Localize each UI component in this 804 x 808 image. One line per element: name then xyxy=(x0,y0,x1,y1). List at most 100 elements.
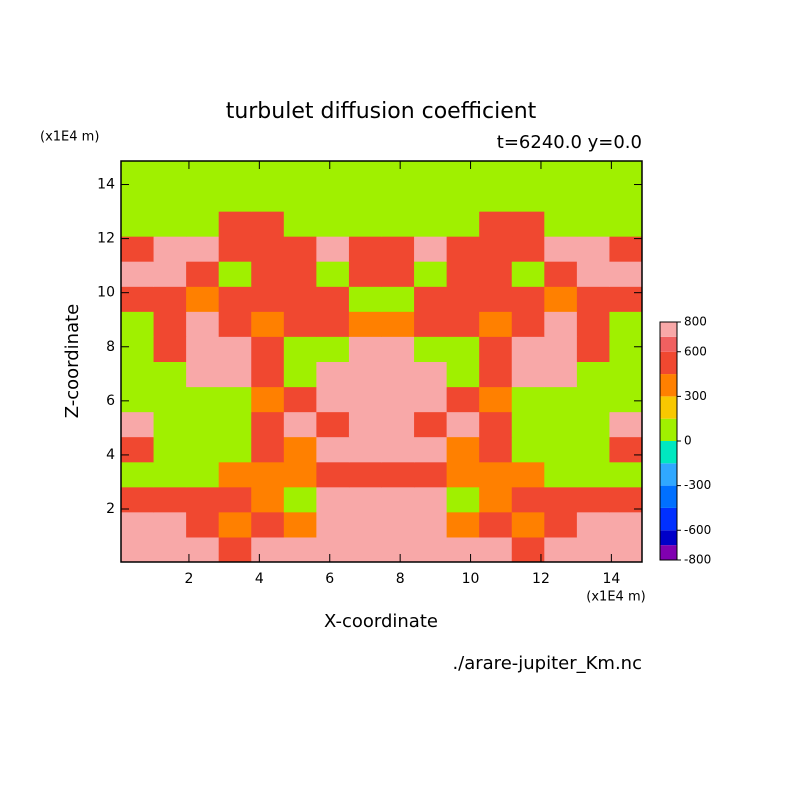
contour-cell xyxy=(479,361,513,388)
contour-cell xyxy=(544,536,578,563)
contour-cell xyxy=(186,211,220,237)
contour-cell xyxy=(153,236,187,262)
y-unit: (x1E4 m) xyxy=(40,130,99,145)
contour-cell xyxy=(576,236,610,262)
contour-cell xyxy=(283,386,317,413)
y-tick-label: 4 xyxy=(106,447,115,463)
contour-cell xyxy=(251,311,285,337)
contour-cell xyxy=(348,511,382,538)
y-tick-label: 8 xyxy=(106,339,115,355)
contour-cell xyxy=(121,461,155,488)
contour-cell xyxy=(283,236,317,262)
x-tick-label: 4 xyxy=(255,571,264,587)
contour-cell xyxy=(316,386,350,413)
contour-cell xyxy=(544,336,578,362)
contour-cell xyxy=(511,336,545,362)
contour-cell xyxy=(414,536,448,563)
contour-cell xyxy=(511,536,545,563)
contour-cell xyxy=(446,211,480,237)
contour-cell xyxy=(218,311,252,337)
colorbar-band xyxy=(660,351,677,375)
contour-cell xyxy=(153,211,187,237)
contour-cell xyxy=(576,461,610,488)
colorbar-band xyxy=(660,463,677,486)
contour-cell xyxy=(446,186,480,212)
contour-cell xyxy=(446,286,480,312)
contour-cell xyxy=(218,486,252,513)
contour-cell xyxy=(218,161,252,187)
contour-cell xyxy=(218,286,252,312)
contour-cell xyxy=(576,386,610,413)
contour-cell xyxy=(348,311,382,337)
contour-cell xyxy=(414,211,448,237)
contour-cell xyxy=(186,486,220,513)
contour-cell xyxy=(609,411,643,438)
contour-cell xyxy=(283,536,317,563)
contour-cell xyxy=(316,411,350,438)
contour-cell xyxy=(251,461,285,488)
contour-cell xyxy=(348,461,382,488)
contour-cell xyxy=(186,511,220,538)
contour-cell xyxy=(381,411,415,438)
chart-title: turbulet diffusion coefficient xyxy=(226,99,537,124)
contour-cell xyxy=(609,261,643,287)
colorbar-band xyxy=(660,441,677,464)
contour-cell xyxy=(316,486,350,513)
contour-cell xyxy=(153,286,187,312)
contour-cell xyxy=(479,461,513,488)
contour-cell xyxy=(348,361,382,388)
contour-cell xyxy=(446,261,480,287)
contour-cell xyxy=(283,411,317,438)
contour-cell xyxy=(283,336,317,362)
contour-cell xyxy=(218,186,252,212)
contour-cell xyxy=(414,311,448,337)
contour-cell xyxy=(446,236,480,262)
contour-cell xyxy=(511,261,545,287)
colorbar-band xyxy=(660,396,677,419)
contour-cell xyxy=(479,236,513,262)
contour-cell xyxy=(251,486,285,513)
colorbar-band xyxy=(660,418,677,441)
contour-cell xyxy=(283,361,317,388)
contour-cell xyxy=(576,211,610,237)
contour-cell xyxy=(121,411,155,438)
contour-cell xyxy=(316,261,350,287)
contour-cell xyxy=(414,436,448,463)
contour-cell xyxy=(153,386,187,413)
contour-cell xyxy=(609,436,643,463)
contour-cell xyxy=(414,361,448,388)
plot-frame xyxy=(120,160,643,563)
contour-cell xyxy=(576,286,610,312)
contour-cell xyxy=(348,161,382,187)
contour-cell xyxy=(153,436,187,463)
contour-cell xyxy=(479,486,513,513)
contour-cell xyxy=(479,536,513,563)
contour-cell xyxy=(283,211,317,237)
contour-cell xyxy=(446,536,480,563)
contour-cell xyxy=(283,186,317,212)
contour-cell xyxy=(283,436,317,463)
contour-cell xyxy=(446,511,480,538)
contour-cell xyxy=(251,236,285,262)
colorbar-band xyxy=(660,507,677,531)
contour-cell xyxy=(609,386,643,413)
contour-cell xyxy=(316,311,350,337)
contour-cell xyxy=(316,436,350,463)
y-tick-label: 12 xyxy=(97,231,115,247)
contour-cell xyxy=(283,511,317,538)
contour-cell xyxy=(348,286,382,312)
contour-cell xyxy=(576,411,610,438)
contour-cell xyxy=(381,236,415,262)
contour-cell xyxy=(186,311,220,337)
contour-cell xyxy=(186,411,220,438)
contour-cell xyxy=(609,186,643,212)
contour-cell xyxy=(544,436,578,463)
contour-cell xyxy=(381,486,415,513)
contour-cell xyxy=(186,386,220,413)
contour-cell xyxy=(283,161,317,187)
y-tick-label: 6 xyxy=(106,393,115,409)
contour-cell xyxy=(381,336,415,362)
contour-cell xyxy=(283,286,317,312)
source-label: ./arare-jupiter_Km.nc xyxy=(452,653,642,674)
contour-cell xyxy=(609,211,643,237)
